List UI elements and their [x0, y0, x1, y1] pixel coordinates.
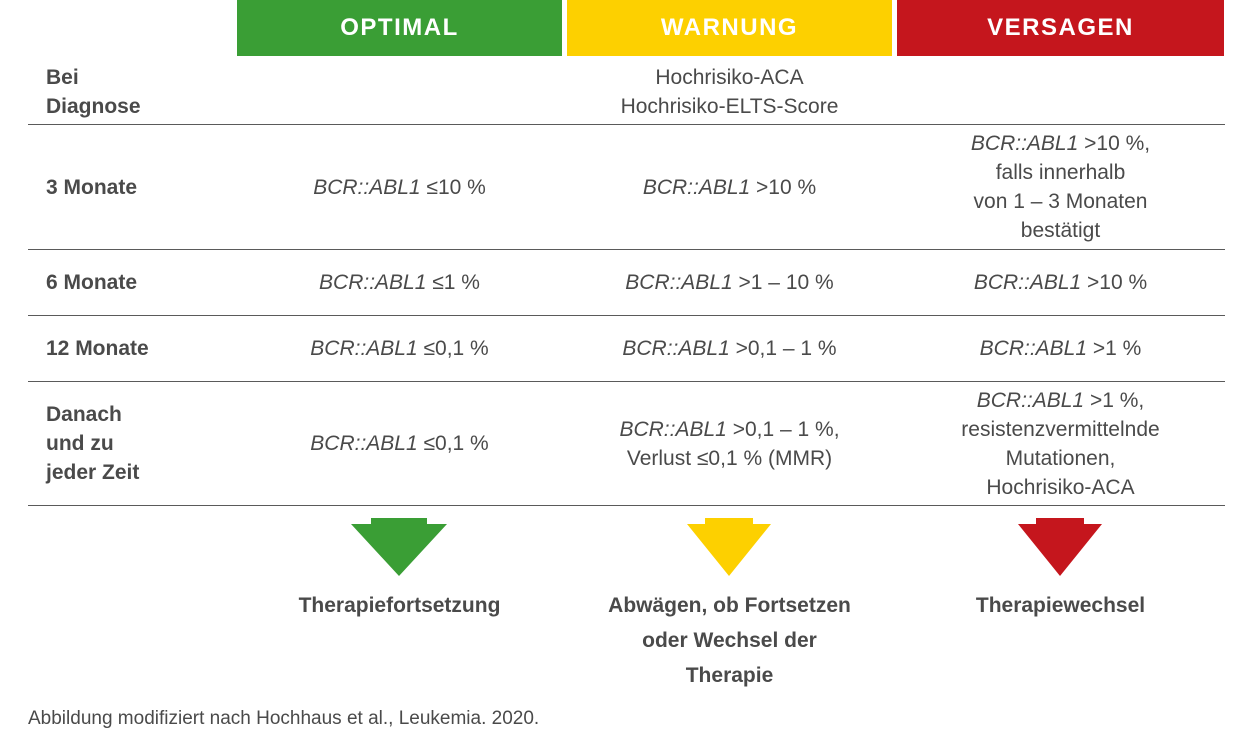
result-text: Therapiewechsel: [975, 594, 1146, 617]
cell-12m-optimal: BCR::ABL1 ≤0,1 %: [237, 316, 562, 381]
cell-danach-versagen: BCR::ABL1 >1 %, resistenzvermittelnde Mu…: [897, 382, 1224, 505]
header-warnung: WARNUNG: [567, 0, 892, 56]
row-label-text: 6 Monate: [46, 271, 138, 294]
cell-text: Hochrisiko-ACA: [655, 66, 804, 89]
cell-text: Verlust ≤0,1 % (MMR): [626, 446, 833, 470]
cell-text: BCR::ABL1 ≤10 %: [313, 173, 486, 202]
gene-name: BCR::ABL1: [622, 337, 730, 360]
gene-name: BCR::ABL1: [319, 271, 427, 294]
cell-danach-optimal: BCR::ABL1 ≤0,1 %: [237, 382, 562, 505]
cell-text: BCR::ABL1 >0,1 – 1 %,: [619, 415, 839, 444]
gene-name: BCR::ABL1: [625, 271, 733, 294]
cell-text: Hochrisiko-ACA: [986, 475, 1135, 499]
cell-value: >1 %,: [1089, 388, 1145, 412]
header-optimal: OPTIMAL: [237, 0, 562, 56]
result-warnung: Abwägen, ob Fortsetzen oder Wechsel der …: [567, 588, 892, 693]
row-label-line: Diagnose: [46, 95, 141, 118]
cell-value: ≤10 %: [426, 175, 486, 199]
cell-text: BCR::ABL1 >0,1 – 1 %: [622, 334, 836, 363]
row-divider: [28, 315, 1225, 316]
cell-value: >10 %,: [1084, 132, 1151, 155]
row-label-danach: Danach und zu jeder Zeit: [46, 382, 139, 505]
cell-3m-optimal: BCR::ABL1 ≤10 %: [237, 125, 562, 249]
result-text: oder Wechsel der: [642, 629, 817, 652]
cell-text: Mutationen,: [1005, 446, 1116, 470]
cell-3m-versagen: BCR::ABL1 >10 %, falls innerhalb von 1 –…: [897, 125, 1224, 249]
cell-value: >10 %: [756, 175, 817, 199]
row-label-3-monate: 3 Monate: [46, 125, 137, 249]
gene-name: BCR::ABL1: [979, 337, 1088, 360]
cell-value: >0,1 – 1 %: [735, 337, 837, 360]
cell-value: ≤0,1 %: [423, 337, 489, 360]
row-label-12-monate: 12 Monate: [46, 316, 149, 381]
cell-text: BCR::ABL1 >10 %,: [971, 129, 1150, 158]
row-divider: [28, 381, 1225, 382]
cell-12m-warnung: BCR::ABL1 >0,1 – 1 %: [567, 316, 892, 381]
row-label-line: Danach: [46, 403, 122, 426]
cell-text: BCR::ABL1 >1 %,: [977, 386, 1145, 415]
cell-value: ≤1 %: [432, 271, 480, 294]
gene-name: BCR::ABL1: [310, 337, 418, 360]
result-optimal: Therapiefortsetzung: [237, 588, 562, 623]
cell-text: bestätigt: [1020, 219, 1101, 242]
cell-text: BCR::ABL1 >10 %: [643, 173, 816, 202]
cell-danach-warnung: BCR::ABL1 >0,1 – 1 %, Verlust ≤0,1 % (MM…: [567, 382, 892, 505]
row-label-6-monate: 6 Monate: [46, 250, 137, 315]
gene-name: BCR::ABL1: [310, 432, 418, 455]
row-label-line: Bei: [46, 66, 79, 89]
footnote: Abbildung modifiziert nach Hochhaus et a…: [28, 708, 540, 729]
row-label-line: und zu: [46, 432, 114, 455]
row-divider: [28, 249, 1225, 250]
gene-name: BCR::ABL1: [619, 417, 727, 441]
gene-name: BCR::ABL1: [642, 175, 751, 199]
header-versagen: VERSAGEN: [897, 0, 1224, 56]
down-arrow-icon: [687, 518, 771, 576]
result-text: Abwägen, ob Fortsetzen: [608, 594, 851, 617]
cell-text: BCR::ABL1 ≤0,1 %: [310, 334, 488, 363]
cell-text: BCR::ABL1 >1 %: [980, 334, 1142, 363]
down-arrow-icon: [351, 518, 447, 576]
down-arrow-icon: [1018, 518, 1102, 576]
row-label-diagnose: Bei Diagnose: [46, 62, 141, 122]
gene-name: BCR::ABL1: [313, 175, 421, 199]
header-optimal-label: OPTIMAL: [340, 14, 459, 41]
gene-name: BCR::ABL1: [976, 388, 1085, 412]
gene-name: BCR::ABL1: [973, 271, 1082, 294]
header-warnung-label: WARNUNG: [660, 14, 799, 41]
cell-text: Hochrisiko-ELTS-Score: [620, 95, 839, 118]
cell-6m-versagen: BCR::ABL1 >10 %: [897, 250, 1224, 315]
cell-text: BCR::ABL1 ≤0,1 %: [310, 429, 488, 458]
row-label-line: jeder Zeit: [46, 461, 140, 484]
cell-text: BCR::ABL1 >1 – 10 %: [625, 268, 833, 297]
cell-3m-warnung: BCR::ABL1 >10 %: [567, 125, 892, 249]
header-versagen-label: VERSAGEN: [987, 14, 1134, 41]
cell-6m-optimal: BCR::ABL1 ≤1 %: [237, 250, 562, 315]
cell-text: resistenzvermittelnde: [961, 417, 1160, 441]
result-versagen: Therapiewechsel: [897, 588, 1224, 623]
cell-text: BCR::ABL1 ≤1 %: [319, 268, 480, 297]
row-divider: [28, 505, 1225, 506]
result-text: Therapiefortsetzung: [298, 594, 501, 617]
cell-text: von 1 – 3 Monaten: [973, 190, 1148, 213]
row-label-text: 12 Monate: [46, 337, 149, 360]
cell-text: falls innerhalb: [995, 161, 1126, 184]
cell-value: >1 – 10 %: [738, 271, 834, 294]
cell-6m-warnung: BCR::ABL1 >1 – 10 %: [567, 250, 892, 315]
cell-value: ≤0,1 %: [423, 432, 489, 455]
gene-name: BCR::ABL1: [970, 132, 1079, 155]
cell-value: >1 %: [1092, 337, 1142, 360]
result-text: Therapie: [685, 664, 774, 687]
row-label-text: 3 Monate: [46, 175, 138, 199]
cell-diagnose-warnung: Hochrisiko-ACA Hochrisiko-ELTS-Score: [567, 62, 892, 122]
cell-value: >10 %: [1087, 271, 1148, 294]
cell-12m-versagen: BCR::ABL1 >1 %: [897, 316, 1224, 381]
cell-value: >0,1 – 1 %,: [732, 417, 840, 441]
row-divider: [28, 124, 1225, 125]
cell-text: BCR::ABL1 >10 %: [974, 268, 1147, 297]
